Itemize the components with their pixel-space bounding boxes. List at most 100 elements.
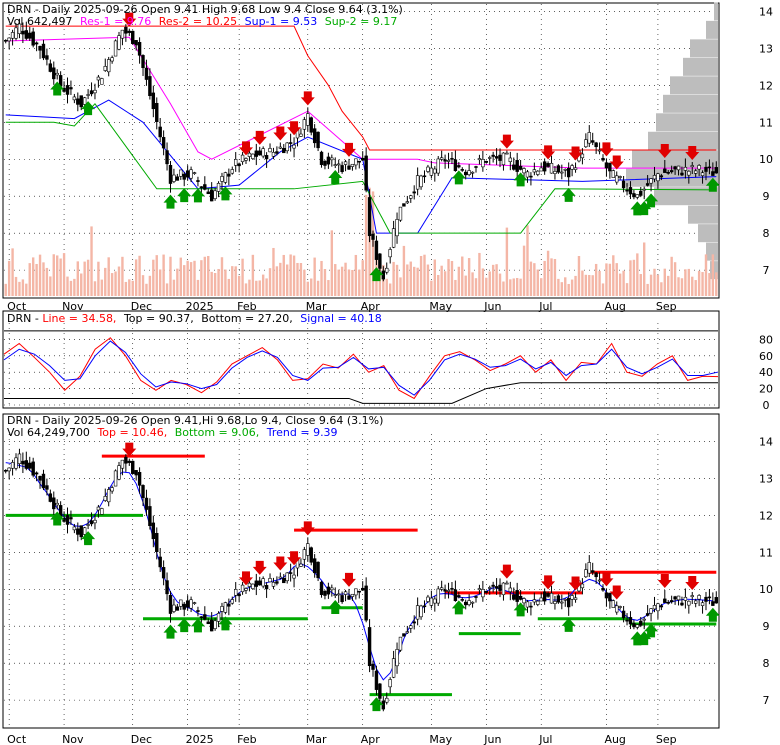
volume-bar bbox=[536, 269, 539, 296]
candle-body bbox=[450, 588, 454, 590]
candle-body bbox=[69, 517, 73, 520]
candle-body bbox=[453, 159, 458, 171]
candle-body bbox=[669, 170, 674, 173]
candle-body bbox=[251, 583, 255, 589]
candle-body bbox=[412, 191, 416, 194]
volume-profile-bar bbox=[690, 39, 718, 58]
candle-body bbox=[330, 587, 334, 591]
candle-body bbox=[302, 549, 307, 560]
y-tick-label: 80 bbox=[759, 333, 773, 346]
candle-body bbox=[385, 697, 389, 703]
volume-bar bbox=[605, 263, 608, 296]
volume-bar bbox=[255, 280, 258, 296]
volume-bar bbox=[169, 256, 172, 296]
buy-arrow bbox=[705, 177, 720, 192]
candle-body bbox=[110, 57, 114, 62]
buy-arrow bbox=[644, 193, 659, 208]
volume-bar bbox=[128, 279, 131, 296]
candle-body bbox=[405, 631, 410, 634]
candle-body bbox=[237, 163, 241, 167]
candle-body bbox=[652, 175, 657, 180]
candle-body bbox=[676, 595, 681, 601]
sell-arrow bbox=[685, 145, 700, 160]
candle-body bbox=[645, 613, 650, 616]
candle-body bbox=[402, 203, 406, 207]
volume-bar bbox=[207, 255, 210, 296]
volume-bar bbox=[186, 260, 189, 296]
buy-arrow bbox=[637, 631, 652, 646]
sell-arrow bbox=[252, 560, 267, 575]
candle-body bbox=[17, 453, 22, 464]
volume-bar bbox=[145, 283, 148, 296]
candle-body bbox=[213, 190, 217, 199]
volume-bar bbox=[313, 257, 316, 296]
candle-body bbox=[388, 679, 392, 688]
sell-arrow bbox=[300, 91, 315, 106]
candle-body bbox=[673, 166, 677, 170]
candle-body bbox=[488, 157, 492, 159]
candle-body bbox=[192, 602, 197, 604]
candle-body bbox=[498, 154, 502, 161]
candle-body bbox=[240, 154, 245, 163]
volume-bar bbox=[395, 264, 399, 296]
volume-bar bbox=[529, 261, 533, 296]
candle-body bbox=[450, 158, 454, 160]
volume-bar bbox=[601, 283, 605, 296]
volume-bar bbox=[158, 269, 162, 296]
candle-body bbox=[439, 587, 444, 590]
candle-body bbox=[271, 582, 276, 587]
candle-body bbox=[367, 197, 372, 237]
candle-body bbox=[244, 588, 248, 591]
candle-body bbox=[261, 148, 265, 157]
candle-body bbox=[209, 189, 214, 202]
candle-body bbox=[553, 601, 557, 604]
candle-body bbox=[518, 595, 523, 600]
candle-body bbox=[580, 583, 585, 589]
buy-arrow bbox=[451, 170, 466, 185]
candle-body bbox=[697, 165, 701, 170]
oscillator-panel-frame bbox=[2, 310, 720, 409]
candle-body bbox=[89, 90, 94, 95]
y-tick-label: 0 bbox=[763, 399, 770, 412]
volume-bar bbox=[316, 280, 320, 296]
sell-arrow bbox=[273, 556, 288, 571]
candle-body bbox=[165, 150, 169, 165]
volume-bar bbox=[217, 268, 220, 296]
candle-body bbox=[601, 157, 605, 161]
volume-bar bbox=[4, 283, 7, 296]
candle-body bbox=[261, 578, 265, 587]
candle-body bbox=[288, 572, 293, 574]
candle-body bbox=[474, 166, 478, 168]
volume-bar bbox=[73, 278, 76, 296]
candle-body bbox=[711, 601, 715, 606]
candle-body bbox=[306, 113, 310, 126]
volume-bar bbox=[268, 268, 272, 296]
volume-bar bbox=[11, 248, 14, 296]
volume-bar bbox=[220, 257, 224, 296]
candle-body bbox=[65, 515, 70, 525]
buy-arrow bbox=[190, 618, 205, 633]
candle-body bbox=[391, 228, 396, 248]
candle-body bbox=[155, 532, 159, 552]
candle-body bbox=[148, 76, 152, 97]
volume-bar bbox=[505, 227, 509, 296]
volume-bar bbox=[285, 264, 289, 296]
candle-body bbox=[683, 596, 688, 601]
volume-bar bbox=[337, 269, 340, 296]
candle-body bbox=[628, 187, 633, 195]
candle-body bbox=[258, 580, 262, 586]
candle-body bbox=[240, 584, 245, 593]
volume-bar bbox=[7, 260, 11, 296]
candle-body bbox=[625, 619, 629, 622]
volume-bar bbox=[121, 256, 124, 296]
volume-profile-bar bbox=[632, 150, 718, 169]
candle-body bbox=[436, 158, 440, 174]
candle-body bbox=[518, 165, 523, 170]
volume-bar bbox=[478, 252, 481, 296]
candle-body bbox=[536, 600, 540, 605]
candle-body bbox=[113, 40, 118, 57]
candle-body bbox=[566, 168, 571, 178]
osc-signal-label: Signal = 40.18 bbox=[300, 312, 382, 325]
candle-body bbox=[621, 180, 626, 189]
candle-body bbox=[134, 40, 138, 46]
